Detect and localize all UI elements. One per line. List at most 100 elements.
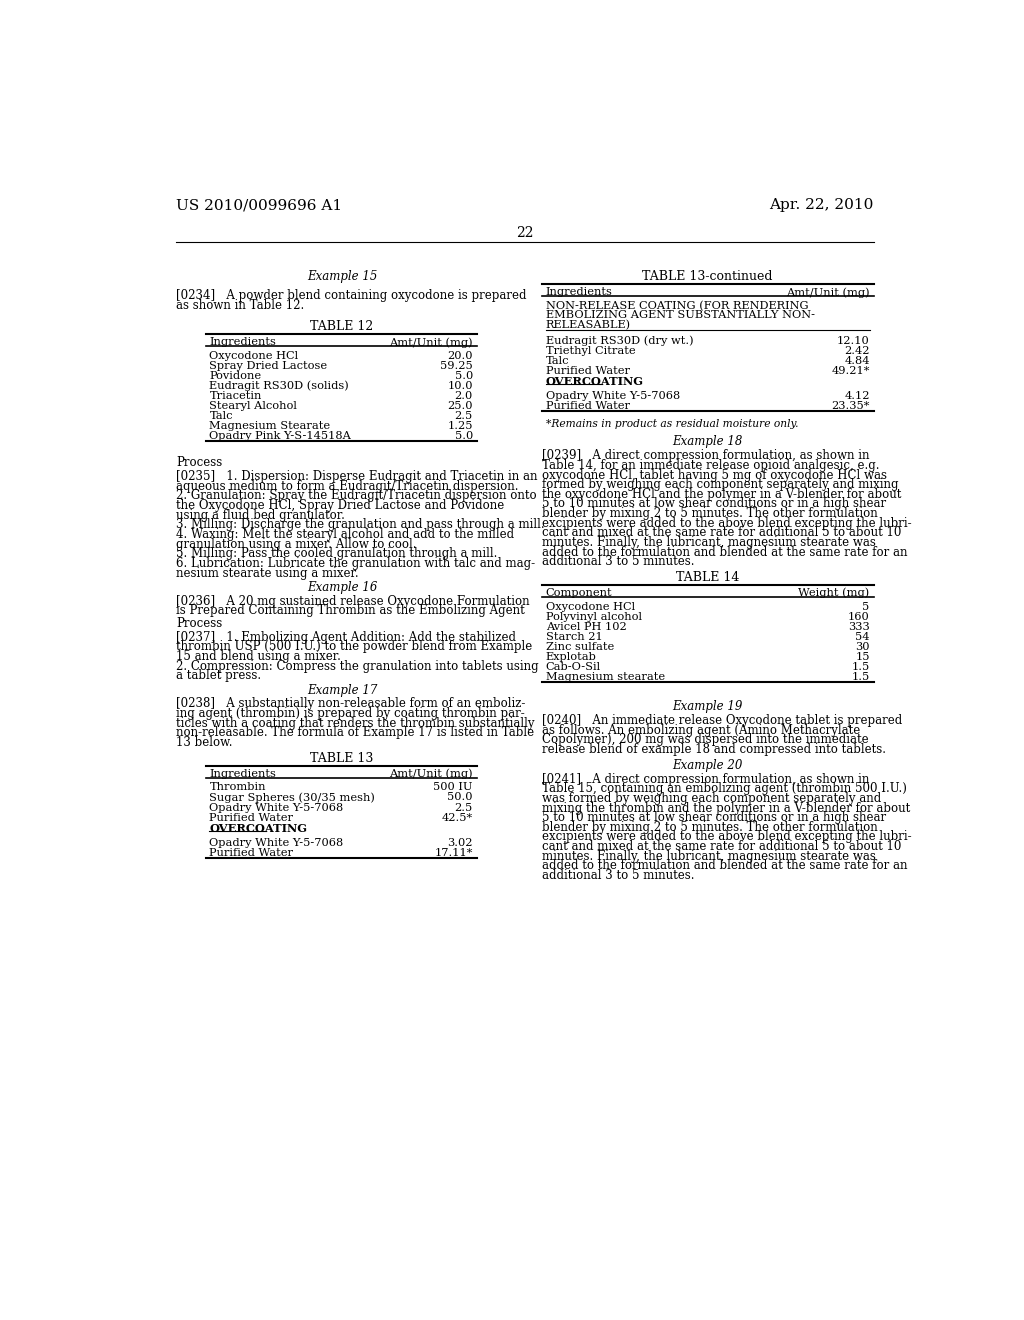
Text: aqueous medium to form a Eudragit/Triacetin dispersion.: aqueous medium to form a Eudragit/Triace…: [176, 480, 518, 492]
Text: Magnesium Stearate: Magnesium Stearate: [209, 421, 331, 430]
Text: 5.0: 5.0: [455, 430, 473, 441]
Text: release blend of example 18 and compressed into tablets.: release blend of example 18 and compress…: [542, 743, 886, 756]
Text: 1.5: 1.5: [851, 661, 869, 672]
Text: 2. Compression: Compress the granulation into tablets using: 2. Compression: Compress the granulation…: [176, 660, 539, 673]
Text: 54: 54: [855, 632, 869, 642]
Text: 23.35*: 23.35*: [831, 401, 869, 411]
Text: 6. Lubrication: Lubricate the granulation with talc and mag-: 6. Lubrication: Lubricate the granulatio…: [176, 557, 536, 570]
Text: [0238]   A substantially non-releasable form of an emboliz-: [0238] A substantially non-releasable fo…: [176, 697, 525, 710]
Text: Apr. 22, 2010: Apr. 22, 2010: [769, 198, 873, 213]
Text: Talc: Talc: [546, 356, 569, 366]
Text: 50.0: 50.0: [447, 792, 473, 803]
Text: oxycodone HCl, tablet having 5 mg of oxycodone HCl was: oxycodone HCl, tablet having 5 mg of oxy…: [542, 469, 887, 482]
Text: Stearyl Alcohol: Stearyl Alcohol: [209, 401, 297, 411]
Text: OVERCOATING: OVERCOATING: [546, 376, 644, 387]
Text: NON-RELEASE COATING (FOR RENDERING: NON-RELEASE COATING (FOR RENDERING: [546, 301, 808, 312]
Text: 5 to 10 minutes at low shear conditions or in a high shear: 5 to 10 minutes at low shear conditions …: [542, 498, 886, 511]
Text: Component: Component: [546, 587, 612, 598]
Text: Opadry White Y-5-7068: Opadry White Y-5-7068: [209, 803, 344, 813]
Text: Sugar Spheres (30/35 mesh): Sugar Spheres (30/35 mesh): [209, 792, 375, 803]
Text: is Prepared Containing Thrombin as the Embolizing Agent: is Prepared Containing Thrombin as the E…: [176, 605, 524, 618]
Text: 4.84: 4.84: [844, 356, 869, 366]
Text: 3.02: 3.02: [447, 838, 473, 847]
Text: Example 15: Example 15: [307, 271, 377, 282]
Text: added to the formulation and blended at the same rate for an: added to the formulation and blended at …: [542, 859, 907, 873]
Text: Example 17: Example 17: [307, 684, 377, 697]
Text: cant and mixed at the same rate for additional 5 to about 10: cant and mixed at the same rate for addi…: [542, 840, 901, 853]
Text: Opadry White Y-5-7068: Opadry White Y-5-7068: [209, 838, 344, 847]
Text: [0234]   A powder blend containing oxycodone is prepared: [0234] A powder blend containing oxycodo…: [176, 289, 526, 302]
Text: ing agent (thrombin) is prepared by coating thrombin par-: ing agent (thrombin) is prepared by coat…: [176, 708, 524, 719]
Text: 15 and blend using a mixer.: 15 and blend using a mixer.: [176, 649, 341, 663]
Text: granulation using a mixer. Allow to cool.: granulation using a mixer. Allow to cool…: [176, 537, 417, 550]
Text: [0237]   1. Embolizing Agent Addition: Add the stabilized: [0237] 1. Embolizing Agent Addition: Add…: [176, 631, 516, 644]
Text: Talc: Talc: [209, 411, 232, 421]
Text: Polyvinyl alcohol: Polyvinyl alcohol: [546, 611, 642, 622]
Text: additional 3 to 5 minutes.: additional 3 to 5 minutes.: [542, 556, 694, 568]
Text: 10.0: 10.0: [447, 381, 473, 391]
Text: Triethyl Citrate: Triethyl Citrate: [546, 346, 635, 356]
Text: Example 19: Example 19: [673, 701, 742, 713]
Text: 5 to 10 minutes at low shear conditions or in a high shear: 5 to 10 minutes at low shear conditions …: [542, 812, 886, 824]
Text: Zinc sulfate: Zinc sulfate: [546, 642, 614, 652]
Text: Amt/Unit (mg): Amt/Unit (mg): [389, 337, 473, 347]
Text: using a fluid bed granulator.: using a fluid bed granulator.: [176, 508, 345, 521]
Text: 4.12: 4.12: [844, 391, 869, 401]
Text: Table 14, for an immediate release opioid analgesic, e.g.: Table 14, for an immediate release opioi…: [542, 459, 880, 473]
Text: blender by mixing 2 to 5 minutes. The other formulation: blender by mixing 2 to 5 minutes. The ot…: [542, 507, 878, 520]
Text: Eudragit RS30D (dry wt.): Eudragit RS30D (dry wt.): [546, 335, 693, 346]
Text: Magnesium stearate: Magnesium stearate: [546, 672, 665, 682]
Text: Example 18: Example 18: [673, 436, 742, 449]
Text: 42.5*: 42.5*: [441, 813, 473, 822]
Text: 25.0: 25.0: [447, 401, 473, 411]
Text: the Oxycodone HCl, Spray Dried Lactose and Povidone: the Oxycodone HCl, Spray Dried Lactose a…: [176, 499, 504, 512]
Text: 5.0: 5.0: [455, 371, 473, 381]
Text: 2.5: 2.5: [455, 803, 473, 813]
Text: non-releasable. The formula of Example 17 is listed in Table: non-releasable. The formula of Example 1…: [176, 726, 535, 739]
Text: 13 below.: 13 below.: [176, 737, 232, 748]
Text: Triacetin: Triacetin: [209, 391, 262, 401]
Text: mixing the thrombin and the polymer in a V-blender for about: mixing the thrombin and the polymer in a…: [542, 801, 910, 814]
Text: Example 20: Example 20: [673, 759, 742, 772]
Text: the oxycodone HCl and the polymer in a V-blender for about: the oxycodone HCl and the polymer in a V…: [542, 488, 901, 500]
Text: Purified Water: Purified Water: [546, 401, 630, 411]
Text: Oxycodone HCl: Oxycodone HCl: [209, 351, 299, 360]
Text: EMBOLIZING AGENT SUBSTANTIALLY NON-: EMBOLIZING AGENT SUBSTANTIALLY NON-: [546, 310, 815, 321]
Text: Avicel PH 102: Avicel PH 102: [546, 622, 627, 632]
Text: TABLE 13-continued: TABLE 13-continued: [642, 271, 773, 282]
Text: 333: 333: [848, 622, 869, 632]
Text: 160: 160: [848, 611, 869, 622]
Text: ticles with a coating that renders the thrombin substantially: ticles with a coating that renders the t…: [176, 717, 535, 730]
Text: [0239]   A direct compression formulation, as shown in: [0239] A direct compression formulation,…: [542, 449, 869, 462]
Text: Example 16: Example 16: [307, 581, 377, 594]
Text: 4. Waxing: Melt the stearyl alcohol and add to the milled: 4. Waxing: Melt the stearyl alcohol and …: [176, 528, 514, 541]
Text: 500 IU: 500 IU: [433, 783, 473, 792]
Text: 15: 15: [855, 652, 869, 661]
Text: Opadry Pink Y-S-14518A: Opadry Pink Y-S-14518A: [209, 430, 351, 441]
Text: as shown in Table 12.: as shown in Table 12.: [176, 298, 304, 312]
Text: nesium stearate using a mixer.: nesium stearate using a mixer.: [176, 566, 358, 579]
Text: minutes. Finally, the lubricant, magnesium stearate was: minutes. Finally, the lubricant, magnesi…: [542, 850, 876, 863]
Text: 2. Granulation: Spray the Eudragit/Triacetin dispersion onto: 2. Granulation: Spray the Eudragit/Triac…: [176, 490, 537, 503]
Text: Starch 21: Starch 21: [546, 632, 602, 642]
Text: Purified Water: Purified Water: [546, 366, 630, 376]
Text: Cab-O-Sil: Cab-O-Sil: [546, 661, 601, 672]
Text: [0236]   A 20 mg sustained release Oxycodone Formulation: [0236] A 20 mg sustained release Oxycodo…: [176, 594, 529, 607]
Text: 49.21*: 49.21*: [831, 366, 869, 376]
Text: 2.5: 2.5: [455, 411, 473, 421]
Text: Amt/Unit (mg): Amt/Unit (mg): [389, 768, 473, 779]
Text: OVERCOATING: OVERCOATING: [209, 822, 307, 833]
Text: added to the formulation and blended at the same rate for an: added to the formulation and blended at …: [542, 545, 907, 558]
Text: TABLE 12: TABLE 12: [310, 321, 374, 333]
Text: 59.25: 59.25: [440, 360, 473, 371]
Text: [0240]   An immediate release Oxycodone tablet is prepared: [0240] An immediate release Oxycodone ta…: [542, 714, 902, 727]
Text: 2.0: 2.0: [455, 391, 473, 401]
Text: US 2010/0099696 A1: US 2010/0099696 A1: [176, 198, 342, 213]
Text: Ingredients: Ingredients: [546, 286, 612, 297]
Text: Eudragit RS30D (solids): Eudragit RS30D (solids): [209, 381, 349, 392]
Text: Oxycodone HCl: Oxycodone HCl: [546, 602, 635, 611]
Text: 12.10: 12.10: [837, 335, 869, 346]
Text: Process: Process: [176, 616, 222, 630]
Text: RELEASABLE): RELEASABLE): [546, 321, 631, 330]
Text: was formed by weighing each component separately and: was formed by weighing each component se…: [542, 792, 881, 805]
